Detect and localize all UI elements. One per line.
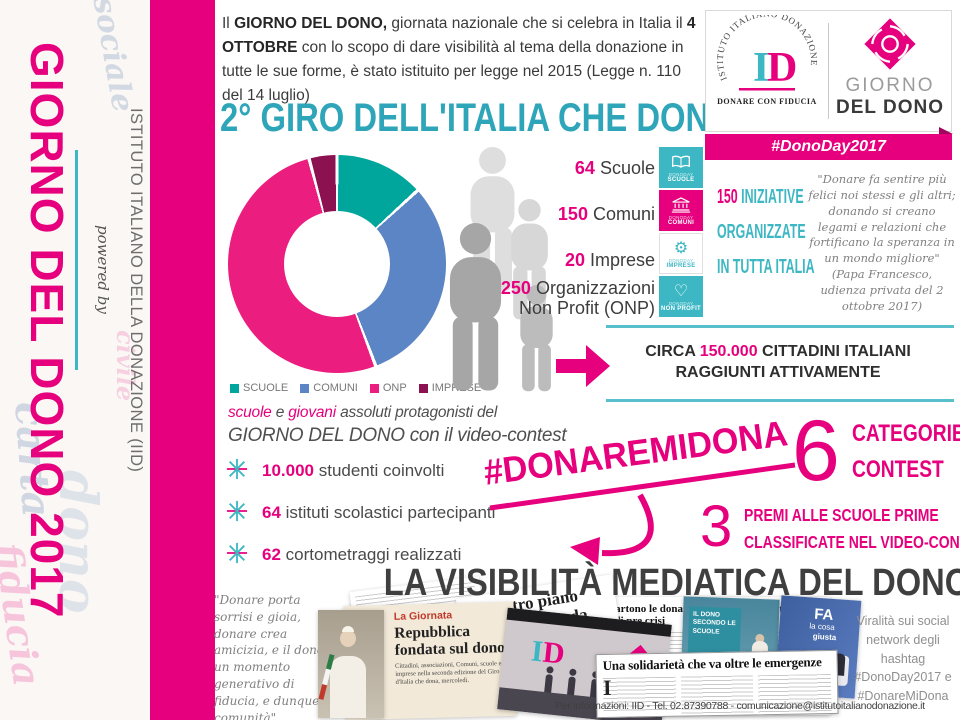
stat-scuole: 64 Scuole [574,158,655,178]
footer-contact-info: Per informazioni: IID - Tel. 02.87390788… [555,700,925,712]
clipping-headline: Repubblica fondata sul dono [394,622,506,659]
legend-swatch [418,383,428,393]
quote-attribution: (Papa Francesco, udienza privata del 2 o… [820,267,944,313]
asterisk-icon [226,542,248,564]
tile-imprese: ⚙ DONODAY IMPRESE [659,233,703,274]
reach-callout: CIRCA 150.000 CITTADINI ITALIANI RAGGIUN… [645,343,911,381]
legend-item: SCUOLE [230,382,288,394]
tile-scuole: DONODAY SCUOLE [659,147,703,188]
bank-icon [671,196,691,214]
legend-swatch [300,383,310,393]
gdd-name-line1: GIORNO [845,75,935,96]
papa-francesco-quote: "Donare fa sentire più felici noi stessi… [808,172,956,313]
premi-number: 3 [700,494,733,559]
legend-swatch [369,383,379,393]
logo-box: ISTITUTO ITALIANO DONAZIONE I D DONARE C… [705,10,952,132]
clipping-body: Cittadini, associazioni, Comuni, scuole … [395,660,502,687]
people-silhouettes-graphic [449,147,553,392]
bullet-studenti: 10.000 studenti coinvolti [262,461,445,480]
donoday-hashtag-banner: #DonoDay2017 [705,127,953,160]
diamond-knot-icon [864,18,916,70]
iniziative-callout: 150 INIZIATIVE ORGANIZZATE IN TUTTA ITAL… [717,186,815,278]
svg-text:I: I [753,45,769,91]
contest-intro: scuole e giovani assoluti protagonisti d… [228,404,567,446]
asterisk-icon [226,500,248,522]
premi-label-line2: CLASSIFICATE NEL VIDEO-CONTEST [744,532,960,552]
premi-label-line1: PREMI ALLE SCUOLE PRIME [744,505,939,525]
giorno-del-dono-logo: GIORNO DEL DONO [829,11,951,131]
right-arrow-head [586,345,610,387]
legend-item: ONP [369,382,407,394]
social-virality-note: Viralità sui social network degli hashta… [854,614,952,703]
sidebar-divider-line [75,150,78,370]
tile-non-profit: ♡ DONODAY NON PROFIT [659,276,703,317]
legend-swatch [230,383,239,393]
bullet-cortometraggi: 62 cortometraggi realizzati [262,545,462,564]
book-icon [671,153,691,171]
pope-photo [318,610,384,718]
tile-comuni: DONODAY COMUNI [659,190,703,231]
watermark-word: dono [0,40,4,272]
media-section-title: LA VISIBILITÀ MEDIATICA DEL DONO [383,562,960,604]
contest-label: CONTEST [852,456,944,483]
hashtag-underline-arrow [489,462,796,565]
clipping-kicker: La Giornata [393,609,453,623]
powered-by-label: powered by [94,225,112,314]
donut-chart [228,155,446,373]
category-tiles: DONODAY SCUOLE DONODAY COMUNI ⚙ DONODAY … [659,147,703,319]
page-title: 2° GIRO DELL'ITALIA CHE DONA [220,96,733,140]
stat-imprese: 20 Imprese [564,250,655,270]
teal-divider-top [606,325,954,328]
stat-comuni: 150 Comuni [557,204,655,224]
iid-tagline: DONARE CON FIDUCIA [717,97,817,106]
organization-name-vertical: ISTITUTO ITALIANO DELLA DONAZIONE (IID) [127,108,145,473]
gdd-name-line2: DEL DONO [836,97,944,118]
logo-divider [828,23,829,119]
heart-icon: ♡ [673,282,689,300]
iid-logo: ISTITUTO ITALIANO DONAZIONE I D DONARE C… [706,11,828,131]
sidebar-pink-bar [150,0,215,720]
iid-logo-graphic: ISTITUTO ITALIANO DONAZIONE I D [715,15,818,91]
right-arrow-icon [556,359,586,373]
intro-paragraph: Il GIORNO DEL DONO, giornata nazionale c… [222,15,696,104]
stat-onp: 250 Organizzazioni Non Profit (ONP) [500,278,655,318]
poster-title-vertical: GIORNO DEL DONO 2017 [21,42,73,619]
gears-icon: ⚙ [673,239,689,257]
categorie-number: 6 [792,403,840,499]
bullet-istituti: 64 istituti scolastici partecipanti [262,503,496,522]
svg-text:D: D [767,45,797,91]
categorie-label: CATEGORIE [852,420,960,447]
watermark-word: sociale [85,0,141,115]
asterisk-icon [226,458,248,480]
legend-item: COMUNI [300,382,358,394]
mattarella-quote: "Donare porta sorrisi e gioia, donare cr… [214,593,336,720]
teal-divider-bottom [606,399,954,402]
donut-hole [284,211,390,317]
